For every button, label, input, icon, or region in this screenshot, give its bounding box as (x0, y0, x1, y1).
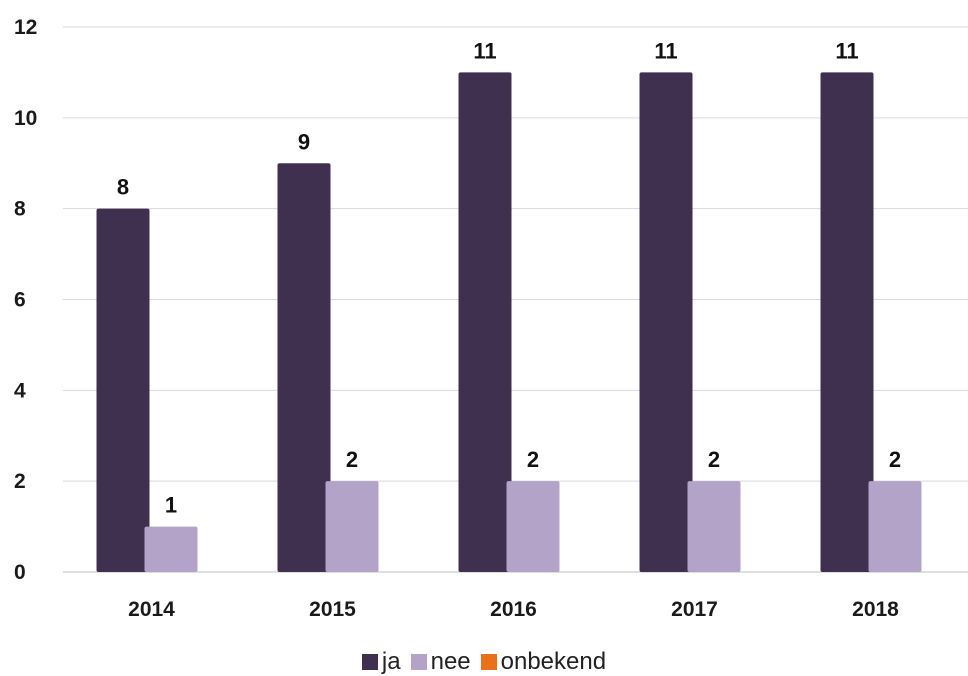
data-label-nee: 2 (346, 447, 358, 472)
bar-nee (506, 481, 560, 572)
data-label-ja: 11 (835, 38, 858, 63)
data-label-nee: 2 (527, 447, 539, 472)
bar-ja (639, 72, 693, 573)
y-tick-label: 4 (14, 379, 26, 402)
data-label-nee: 1 (165, 493, 177, 518)
y-tick-label: 8 (14, 198, 26, 221)
legend-swatch-ja (361, 654, 378, 670)
bar-ja (96, 208, 150, 572)
bar-nee (144, 526, 198, 572)
legend-label-ja: ja (381, 648, 401, 675)
x-tick-label: 2014 (128, 598, 175, 621)
y-tick-label: 10 (14, 107, 37, 130)
data-label-ja: 11 (473, 38, 496, 63)
x-tick-label: 2015 (309, 598, 356, 621)
data-label-ja: 11 (654, 38, 677, 63)
y-tick-label: 2 (14, 470, 26, 493)
legend-swatch-onbekend (480, 654, 497, 670)
x-tick-label: 2016 (490, 598, 537, 621)
x-tick-label: 2017 (671, 598, 718, 621)
bar-ja (820, 72, 874, 573)
y-tick-label: 6 (14, 289, 26, 312)
y-tick-label: 12 (14, 16, 37, 39)
y-tick-label: 0 (14, 561, 26, 584)
legend-item-onbekend: onbekend (480, 648, 607, 676)
data-label-nee: 2 (708, 447, 720, 472)
bar-ja (458, 72, 512, 573)
bar-nee (325, 481, 379, 572)
bar-ja (277, 163, 331, 572)
legend-swatch-nee (410, 654, 427, 670)
data-label-nee: 2 (889, 447, 901, 472)
x-tick-label: 2018 (852, 598, 899, 621)
data-label-ja: 9 (298, 129, 310, 154)
bar-nee (868, 481, 922, 572)
legend-item-ja: ja (361, 648, 401, 676)
bar-nee (687, 481, 741, 572)
data-label-ja: 8 (117, 175, 129, 200)
legend-label-nee: nee (430, 648, 471, 675)
legend-item-nee: nee (410, 648, 471, 676)
legend: ja nee onbekend (0, 648, 968, 676)
legend-label-onbekend: onbekend (500, 648, 607, 675)
bar-chart: 0 2 4 6 8 10 12 8 1 2014 9 2 2015 11 2 2016 11 2 2017 11 2 20… (14, 16, 968, 621)
